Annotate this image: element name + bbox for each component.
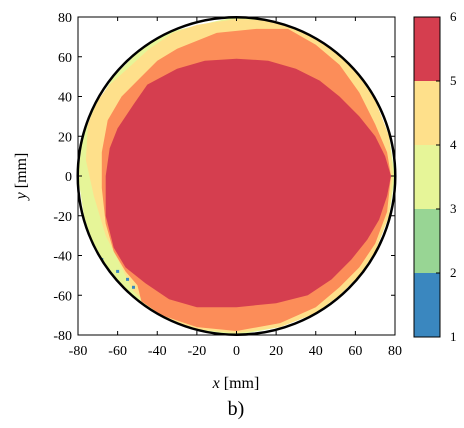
y-tick-label: -80: [53, 329, 72, 344]
colorbar-frame: [413, 16, 441, 338]
x-tick-label: 40: [309, 344, 323, 359]
y-tick-label: 0: [65, 170, 72, 185]
colorbar-segment: [414, 145, 440, 209]
colorbar-tick-label: 5: [450, 73, 457, 88]
low-value-speck: [131, 285, 135, 289]
colorbar-segment: [414, 273, 440, 337]
heatmap-regions: [78, 17, 395, 335]
figure-caption: b): [228, 398, 245, 420]
colorbar-tick-label: 2: [450, 265, 457, 280]
colorbar-tick-label: 1: [450, 329, 457, 344]
colorbar: [414, 17, 440, 337]
y-tick-labels: 80 60 40 20 0 -20 -40 -60 -80: [53, 11, 72, 344]
low-value-speck: [126, 277, 130, 281]
y-tick-label: -40: [53, 250, 72, 265]
x-tick-label: 20: [269, 344, 283, 359]
x-tick-label: -20: [188, 344, 207, 359]
y-tick-label: -60: [53, 289, 72, 304]
x-tick-label: 0: [233, 344, 240, 359]
colorbar-tick-label: 3: [450, 201, 457, 216]
region-level-6: [105, 58, 391, 308]
low-value-speck: [116, 269, 120, 273]
colorbar-tick-label: 6: [450, 9, 457, 24]
y-tick-label: 20: [58, 130, 72, 145]
y-tick-label: 80: [58, 11, 72, 26]
colorbar-tick-label: 4: [450, 137, 457, 152]
x-tick-label: -80: [69, 344, 88, 359]
x-tick-labels: -80 -60 -40 -20 0 20 40 60 80: [69, 344, 402, 359]
y-tick-label: -20: [53, 210, 72, 225]
y-tick-label: 40: [58, 91, 72, 106]
colorbar-ticks: 1 2 3 4 5 6: [436, 9, 457, 344]
colorbar-segment: [414, 81, 440, 145]
y-axis-label: y[mm]: [13, 153, 30, 202]
axis-ticks: [77, 16, 396, 336]
colorbar-segment: [414, 17, 440, 81]
x-tick-label: 80: [388, 344, 402, 359]
colorbar-segment: [414, 209, 440, 273]
x-tick-label: -40: [148, 344, 167, 359]
y-tick-label: 60: [58, 51, 72, 66]
x-tick-label: -60: [108, 344, 127, 359]
x-tick-label: 60: [348, 344, 362, 359]
x-axis-label: x [mm]: [212, 375, 260, 392]
